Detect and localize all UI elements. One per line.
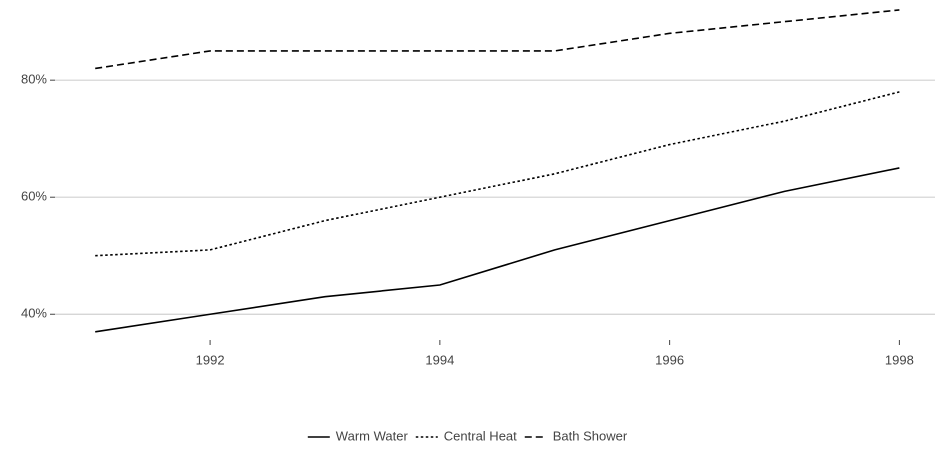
y-tick-label: 80%	[21, 72, 47, 87]
line	[95, 91, 900, 257]
line	[95, 9, 900, 70]
legend-label: Warm Water	[336, 428, 409, 443]
legend-label: Bath Shower	[553, 428, 628, 443]
y-tick-label: 60%	[21, 189, 47, 204]
x-tick-label: 1994	[425, 352, 454, 367]
line	[95, 167, 900, 333]
legend-label: Central Heat	[444, 428, 517, 443]
y-tick-label: 40%	[21, 306, 47, 321]
x-tick-label: 1996	[655, 352, 684, 367]
x-tick-label: 1998	[885, 352, 914, 367]
x-tick-label: 1992	[196, 352, 225, 367]
